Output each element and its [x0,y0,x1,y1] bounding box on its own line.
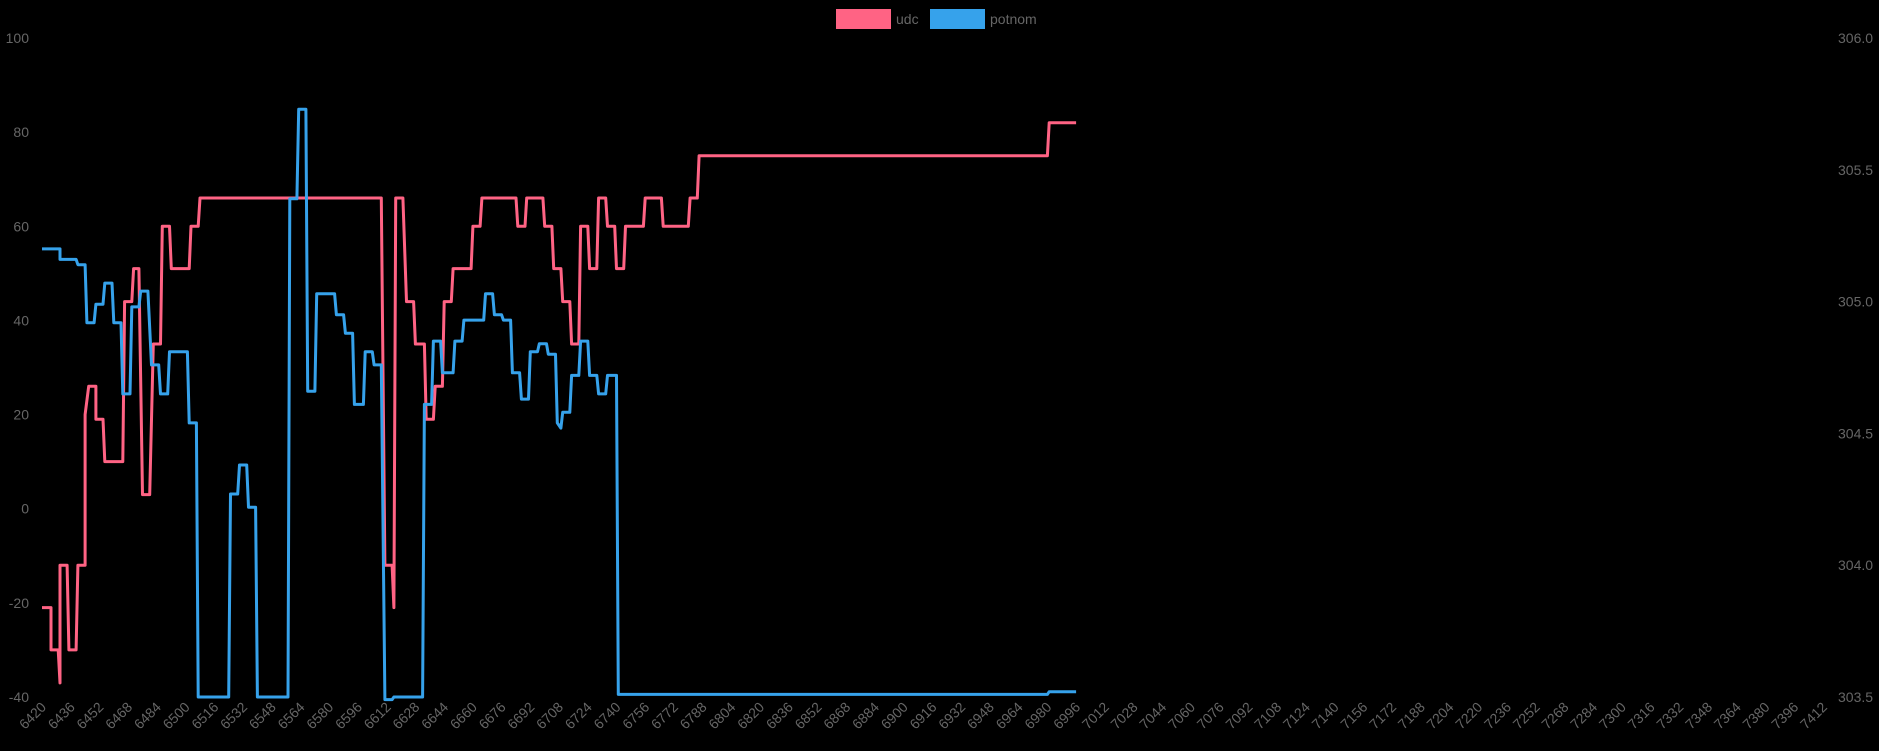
x-tick-label: 6740 [590,699,623,732]
y-right-tick-label: 303.5 [1838,689,1873,705]
x-tick-label: 6660 [447,699,480,732]
x-tick-label: 7380 [1739,699,1772,732]
x-tick-label: 6548 [246,699,279,732]
x-tick-label: 6868 [820,699,853,732]
y-left-tick-label: 100 [6,30,30,46]
x-tick-label: 6676 [475,699,508,732]
x-tick-label: 7044 [1136,699,1169,732]
x-tick-label: 7220 [1452,699,1485,732]
x-tick-label: 6612 [360,699,393,732]
x-tick-label: 7092 [1222,699,1255,732]
x-tick-label: 6836 [763,699,796,732]
x-tick-label: 6996 [1050,699,1083,732]
x-tick-label: 7188 [1395,699,1428,732]
x-tick-label: 7332 [1653,699,1686,732]
x-tick-label: 7060 [1165,699,1198,732]
x-tick-label: 6804 [705,699,738,732]
x-tick-label: 6900 [878,699,911,732]
x-tick-label: 7316 [1624,699,1657,732]
legend-label-potnom[interactable]: potnom [990,11,1037,27]
x-tick-label: 6452 [73,699,106,732]
x-tick-label: 7028 [1107,699,1140,732]
x-tick-label: 7172 [1366,699,1399,732]
x-tick-label: 6468 [102,699,135,732]
x-tick-label: 7236 [1481,699,1514,732]
y-left-tick-label: -20 [9,595,29,611]
x-tick-label: 6644 [418,699,451,732]
x-tick-label: 6948 [964,699,997,732]
legend-swatch-potnom[interactable] [930,9,985,29]
x-tick-label: 6484 [131,699,164,732]
x-tick-label: 7396 [1768,699,1801,732]
x-tick-label: 6436 [45,699,78,732]
x-tick-label: 6708 [533,699,566,732]
x-tick-label: 6884 [849,699,882,732]
x-tick-label: 7364 [1711,699,1744,732]
x-tick-label: 6980 [1021,699,1054,732]
legend-swatch-udc[interactable] [836,9,891,29]
x-tick-label: 6820 [734,699,767,732]
x-tick-label: 7268 [1538,699,1571,732]
x-tick-label: 7140 [1308,699,1341,732]
y-left-tick-label: -40 [9,689,29,705]
series-line-udc [42,121,1077,685]
x-tick-label: 6724 [562,699,595,732]
x-tick-label: 6916 [906,699,939,732]
y-right-tick-label: 306.0 [1838,30,1873,46]
x-tick-label: 6692 [504,699,537,732]
x-tick-label: 7284 [1567,699,1600,732]
x-tick-label: 6852 [791,699,824,732]
x-tick-label: 7300 [1596,699,1629,732]
x-tick-label: 6932 [935,699,968,732]
x-tick-label: 6964 [992,699,1025,732]
x-tick-label: 6580 [303,699,336,732]
legend[interactable]: udc potnom [836,9,1037,29]
y-left-tick-label: 60 [13,218,29,234]
y-left-tick-label: 80 [13,124,29,140]
x-tick-label: 7252 [1510,699,1543,732]
x-tick-label: 6516 [188,699,221,732]
x-tick-label: 7076 [1194,699,1227,732]
x-tick-label: 7412 [1797,699,1830,732]
y-right-tick-label: 305.5 [1838,162,1873,178]
y-left-tick-label: 20 [13,407,29,423]
x-tick-label: 6772 [648,699,681,732]
x-tick-label: 6596 [332,699,365,732]
y-axis-left: -40 -20 0 20 40 60 80 100 [6,30,30,705]
y-right-tick-label: 304.5 [1838,425,1873,441]
y-left-tick-label: 40 [13,312,29,328]
x-tick-label: 7156 [1337,699,1370,732]
x-tick-label: 7204 [1423,699,1456,732]
plot-area [42,107,1077,702]
y-axis-right: 303.5 304.0 304.5 305.0 305.5 306.0 [1838,30,1873,705]
x-tick-label: 6500 [159,699,192,732]
y-right-tick-label: 305.0 [1838,294,1873,310]
x-tick-label: 6564 [274,699,307,732]
x-tick-label: 6788 [676,699,709,732]
x-tick-label: 6532 [217,699,250,732]
x-tick-label: 7348 [1682,699,1715,732]
y-left-tick-label: 0 [21,501,29,517]
x-tick-label: 6756 [619,699,652,732]
x-tick-label: 7108 [1251,699,1284,732]
x-tick-label: 6628 [389,699,422,732]
x-tick-label: 7124 [1280,699,1313,732]
x-axis: 6420643664526468648465006516653265486564… [16,699,1830,732]
y-right-tick-label: 304.0 [1838,557,1873,573]
legend-label-udc[interactable]: udc [896,11,919,27]
series-line-potnom [42,107,1077,702]
x-tick-label: 7012 [1079,699,1112,732]
